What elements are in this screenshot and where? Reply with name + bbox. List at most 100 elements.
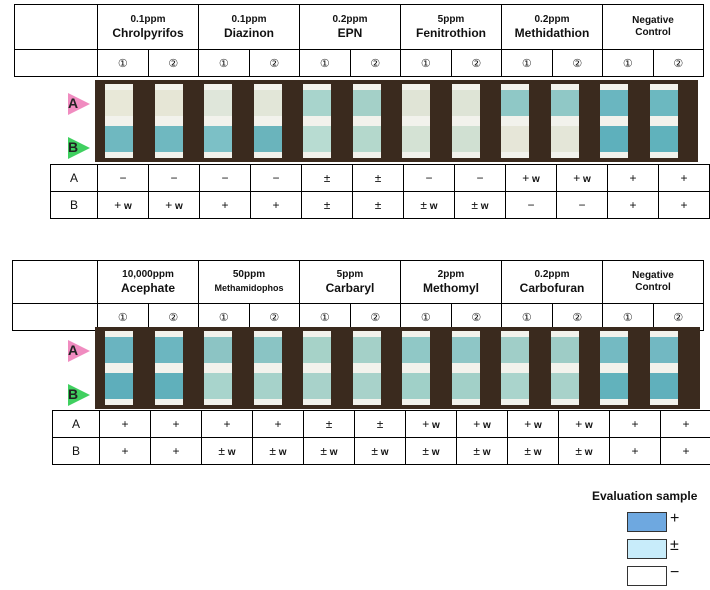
result-weak-flag: w [276, 447, 287, 458]
strip-zone-a [204, 90, 232, 116]
result-symbol: + [114, 198, 122, 212]
panel1-header-table: 0.1ppm Chrolpyrifos 0.1ppm Diazinon 0.2ppm EP… [14, 4, 704, 77]
result-cell: ± w [403, 191, 455, 219]
compound-name: Methidathion [514, 26, 590, 40]
replicate-label: ② [349, 303, 401, 331]
result-symbol: ± [218, 444, 226, 458]
result-symbol: ± [420, 198, 428, 212]
result-symbol: + [629, 171, 637, 185]
replicate-label: ② [248, 303, 300, 331]
strip-zone-b [352, 126, 381, 152]
result-symbol: + [121, 417, 129, 431]
result-weak-flag: w [531, 447, 542, 458]
strip-zone-b [253, 126, 282, 152]
compound-header-cell: 0.1ppm Diazinon [198, 4, 300, 50]
result-cell: − [505, 191, 557, 219]
replicate-label: ② [147, 303, 199, 331]
compound-concentration: 0.2ppm [332, 14, 368, 25]
result-symbol: + [682, 444, 690, 458]
result-weak-flag: w [327, 447, 338, 458]
compound-concentration: Negative [632, 270, 674, 281]
result-weak-flag: w [480, 420, 491, 431]
result-symbol: − [119, 171, 127, 185]
strip-zone-a [105, 337, 133, 363]
result-cell: + w [558, 410, 610, 438]
marker-a-label: A [68, 342, 79, 358]
strip-zone-a [451, 337, 480, 363]
marker-a-arrow [68, 340, 90, 362]
result-symbol: + [629, 198, 637, 212]
compound-header-cell: 0.2ppm Carbofuran [501, 260, 603, 304]
result-cell: + w [505, 164, 557, 192]
replicate-label: ① [299, 49, 351, 77]
replicate-label: ① [602, 303, 654, 331]
strip-zone-a [600, 337, 628, 363]
result-cell: ± [352, 164, 404, 192]
result-cell: + [250, 191, 302, 219]
result-symbol: + [274, 417, 282, 431]
test-strip [501, 331, 529, 405]
result-symbol: + [631, 417, 639, 431]
result-symbol: + [121, 444, 129, 458]
compound-name: Control [635, 27, 671, 38]
result-symbol: ± [269, 444, 277, 458]
result-cell: + w [507, 410, 559, 438]
result-weak-flag: w [378, 447, 389, 458]
strip-zone-a [402, 337, 430, 363]
compound-header-cell: 10,000ppm Acephate [97, 260, 199, 304]
result-symbol: + [522, 171, 530, 185]
test-strip [451, 84, 480, 158]
compound-name: Carbofuran [519, 281, 585, 295]
compound-row: 10,000ppm Acephate 50ppm Methamidophos 5ppm C… [12, 260, 704, 304]
compound-concentration: 0.2ppm [534, 14, 570, 25]
result-weak-flag: w [427, 201, 438, 212]
result-symbol: + [172, 417, 180, 431]
compound-name: Chrolpyrifos [112, 26, 184, 40]
result-symbol: ± [376, 417, 384, 431]
result-weak-flag: w [531, 420, 542, 431]
result-cell: ± [301, 191, 353, 219]
result-cell: ± w [252, 437, 304, 465]
strip-zone-b [303, 373, 331, 399]
legend-swatch [627, 566, 667, 586]
result-symbol: + [422, 417, 430, 431]
result-cell: + w [556, 164, 608, 192]
strip-zone-a [501, 337, 529, 363]
compound-header-cell: 2ppm Methomyl [400, 260, 502, 304]
test-strip [550, 331, 579, 405]
compound-header-cell: 5ppm Fenitrothion [400, 4, 502, 50]
strip-zone-b [649, 126, 678, 152]
compound-name: Control [635, 282, 671, 293]
result-symbol: + [680, 198, 688, 212]
strip-zone-b [402, 126, 430, 152]
result-cell: − [556, 191, 608, 219]
result-cell: ± w [454, 191, 506, 219]
result-weak-flag: w [429, 420, 440, 431]
strip-zone-a [204, 337, 232, 363]
result-cell: + [607, 164, 659, 192]
result-cell: − [454, 164, 506, 192]
result-cell: + [199, 191, 251, 219]
replicate-blank-cell [12, 303, 98, 331]
result-cell: − [199, 164, 251, 192]
test-strip [204, 331, 232, 405]
test-strip [550, 84, 579, 158]
legend-symbol: + [670, 510, 680, 527]
replicate-label: ② [652, 49, 704, 77]
result-row-b: B + + ± w ± w ± w ± w ± w ± w ± w ± w + + [52, 437, 710, 465]
panel2-header-table: 10,000ppm Acephate 50ppm Methamidophos 5ppm C… [12, 260, 704, 331]
strip-zone-a [253, 90, 282, 116]
strip-zone-a [352, 337, 381, 363]
result-cell: + [660, 437, 710, 465]
replicate-label: ② [349, 49, 401, 77]
strip-zone-b [352, 373, 381, 399]
test-strip [402, 331, 430, 405]
replicate-label: ② [551, 303, 603, 331]
compound-header-cell: 0.2ppm EPN [299, 4, 401, 50]
strip-zone-a [352, 90, 381, 116]
marker-b-label: B [68, 386, 79, 402]
result-cell: + [660, 410, 710, 438]
panel2-results-table: A + + + + ± ± + w + w + w + w + + B + + ± w ± w ± w ± w ± w ±… [52, 410, 710, 465]
result-cell: + [99, 410, 151, 438]
compound-name: Carbaryl [325, 281, 375, 295]
